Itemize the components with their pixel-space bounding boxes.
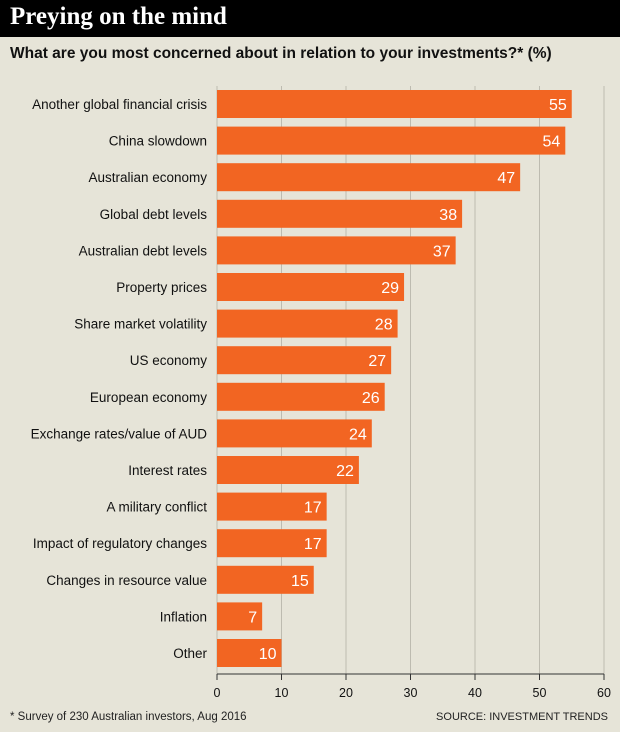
bar-value-label: 26 (362, 390, 380, 407)
bar-value-label: 22 (336, 463, 354, 480)
bar-value-label: 47 (497, 170, 515, 187)
bar (217, 456, 359, 484)
title-bar (0, 0, 620, 37)
category-label: Exchange rates/value of AUD (31, 426, 208, 441)
bar (217, 236, 456, 265)
category-label: Changes in resource value (46, 573, 207, 588)
category-label: A military conflict (106, 500, 207, 515)
bar (217, 529, 327, 558)
bar (217, 273, 405, 301)
category-label: China slowdown (109, 134, 207, 149)
chart-title: Preying on the mind (10, 3, 227, 30)
bar-value-label: 29 (381, 280, 399, 297)
category-label: Share market volatility (74, 317, 207, 332)
x-tick-label: 40 (468, 686, 482, 700)
bar (217, 309, 398, 338)
category-label: Interest rates (128, 463, 207, 478)
bar (217, 639, 282, 667)
bar (217, 565, 314, 594)
bar (217, 199, 463, 228)
footnote: * Survey of 230 Australian investors, Au… (10, 711, 247, 723)
bar (217, 492, 327, 521)
bar-value-label: 15 (291, 573, 309, 590)
chart-subtitle: What are you most concerned about in rel… (10, 45, 552, 62)
category-label: Inflation (160, 609, 207, 624)
x-tick-label: 60 (597, 686, 611, 700)
bar (217, 419, 372, 448)
bar (217, 346, 392, 375)
x-tick-label: 20 (339, 686, 353, 700)
category-label: Another global financial crisis (32, 97, 207, 112)
bar-value-label: 37 (433, 243, 451, 260)
x-tick-label: 0 (214, 686, 221, 700)
category-label: European economy (90, 390, 207, 405)
bar-value-label: 17 (304, 500, 322, 517)
bar (217, 602, 263, 631)
bar (217, 163, 521, 192)
bar-value-label: 28 (375, 317, 393, 334)
bar-value-label: 54 (543, 134, 561, 151)
category-label: Impact of regulatory changes (33, 536, 207, 551)
category-label: US economy (130, 353, 208, 368)
category-label: Australian economy (88, 170, 207, 185)
source-credit: SOURCE: INVESTMENT TRENDS (436, 711, 608, 723)
bar-value-label: 7 (248, 609, 257, 626)
category-label: Global debt levels (100, 207, 208, 222)
x-tick-label: 10 (275, 686, 289, 700)
bar (217, 126, 566, 155)
category-label: Other (173, 646, 207, 661)
bar-value-label: 17 (304, 536, 322, 553)
bar (217, 382, 385, 411)
bar-value-label: 27 (368, 353, 386, 370)
x-tick-label: 30 (404, 686, 418, 700)
x-tick-label: 50 (533, 686, 547, 700)
bar-value-label: 10 (259, 646, 277, 663)
bar-value-label: 55 (549, 97, 567, 114)
bar (217, 90, 572, 118)
bar-value-label: 38 (439, 207, 457, 224)
category-label: Australian debt levels (79, 243, 208, 258)
category-label: Property prices (116, 280, 207, 295)
bar-value-label: 24 (349, 426, 367, 443)
